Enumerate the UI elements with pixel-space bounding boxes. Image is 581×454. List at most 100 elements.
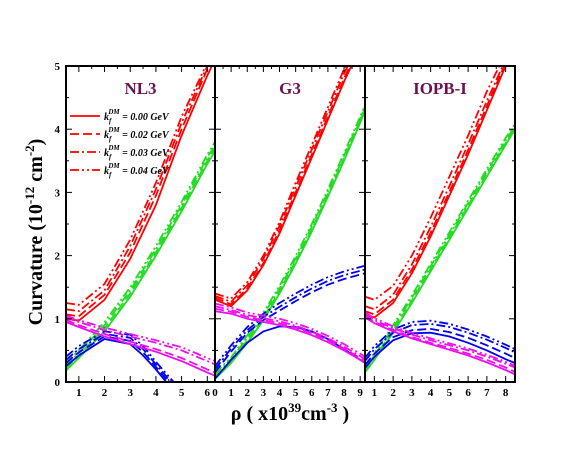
- panel-series-group: [66, 66, 215, 382]
- panel-title: NL3: [124, 79, 156, 98]
- legend-k: k: [104, 166, 109, 177]
- series-line-magenta-solid: [215, 310, 365, 364]
- legend-value: = 0.04 GeV: [120, 166, 170, 177]
- series-line-red-dashdotdot: [215, 66, 347, 300]
- panel-title: G3: [279, 79, 301, 98]
- panel-1: 0 1 2 3 4 5 6 7 8 9 G3: [212, 65, 366, 399]
- series-line-green-dashed: [66, 147, 215, 369]
- series-line-green-dashdotdot: [365, 123, 515, 367]
- x-axis-title-unit: cm: [301, 403, 327, 425]
- panel-series-group: [215, 66, 365, 380]
- series-line-magenta-dashed: [66, 319, 215, 374]
- legend-entry-label: kfDM = 0.04 GeV: [104, 162, 170, 179]
- series-line-red-solid: [215, 66, 353, 308]
- series-line-green-dashdot: [215, 106, 365, 376]
- x-axis-title-exp: 39: [288, 400, 302, 415]
- series-line-red-solid: [66, 66, 213, 322]
- x-tick-label: 1: [76, 387, 82, 399]
- series-line-magenta-dashdot: [66, 316, 215, 366]
- x-tick-label: 2: [245, 387, 251, 399]
- series-line-green-dashed: [365, 127, 515, 372]
- series-line-red-dashdotdot: [66, 66, 207, 306]
- legend-sub: f: [109, 171, 112, 179]
- series-line-magenta-dashdotdot: [66, 314, 215, 362]
- y-axis-title-unit-exp: -2: [22, 145, 37, 156]
- x-tick-label: 0: [212, 387, 218, 399]
- x-tick-label: 3: [127, 387, 133, 399]
- series-line-magenta-dashdotdot: [215, 302, 365, 358]
- x-tick-label: 6: [205, 387, 211, 399]
- series-line-blue-dashdotdot: [365, 319, 515, 359]
- legend-entry-label: kfDM = 0.03 GeV: [104, 144, 170, 161]
- y-axis-title: Curvature (10-12 cm-2): [22, 139, 47, 326]
- legend-k: k: [104, 148, 109, 159]
- x-tick-label: 3: [261, 387, 267, 399]
- panel-title: IOPB-I: [413, 79, 467, 98]
- legend-value: = 0.03 GeV: [120, 148, 170, 159]
- series-line-red-dashdot: [215, 66, 349, 303]
- series-line-magenta-dashdot: [365, 313, 515, 369]
- legend-entry-label: kfDM = 0.00 GeV: [104, 108, 170, 125]
- y-tick-label: 4: [55, 124, 61, 136]
- x-tick-label: 9: [357, 387, 363, 399]
- series-line-magenta-dashdot: [215, 305, 365, 360]
- series-line-red-dashdotdot: [365, 66, 501, 301]
- x-tick-label: 1: [372, 387, 378, 399]
- series-line-red-dashdot: [66, 66, 209, 313]
- y-tick-label: 1: [55, 314, 61, 326]
- panel-frame: [214, 65, 366, 383]
- series-line-magenta-solid: [66, 321, 215, 377]
- x-axis-title-unit-exp: -3: [327, 400, 338, 415]
- y-tick-label: 0: [55, 377, 61, 389]
- legend-value: = 0.00 GeV: [120, 112, 170, 123]
- x-axis-title: ρ ( x1039cm-3 ): [231, 400, 349, 425]
- series-line-red-dashed: [66, 66, 212, 318]
- series-line-blue-dashdot: [66, 333, 173, 382]
- legend-sub: f: [109, 135, 112, 143]
- x-tick-label: 4: [277, 387, 283, 399]
- legend-sup: DM: [107, 108, 120, 116]
- series-line-red-dashed: [365, 66, 506, 316]
- series-line-green-dashdot: [365, 125, 515, 369]
- legend-k: k: [104, 112, 109, 123]
- legend-entry-label: kfDM = 0.02 GeV: [104, 126, 170, 143]
- series-line-magenta-dashed: [365, 315, 515, 373]
- y-axis-title-unit: cm: [25, 156, 47, 187]
- x-tick-label: 8: [503, 387, 509, 399]
- series-line-blue-dashdot: [365, 322, 515, 362]
- series-line-green-dashdotdot: [215, 104, 365, 374]
- x-tick-label: 6: [465, 387, 471, 399]
- series-line-magenta-solid: [365, 316, 515, 376]
- x-tick-label: 8: [341, 387, 347, 399]
- series-line-red-dashed: [215, 66, 351, 306]
- x-tick-label: 5: [179, 387, 185, 399]
- series-line-blue-dashed: [365, 327, 515, 366]
- series-line-red-dashdot: [365, 66, 504, 311]
- y-tick-label: 3: [55, 187, 61, 199]
- y-axis-title-close: ): [25, 139, 47, 146]
- y-axis-title-main: Curvature (10: [25, 204, 47, 325]
- x-tick-label: 6: [309, 387, 315, 399]
- series-line-magenta-dashdotdot: [365, 311, 515, 367]
- legend-k: k: [104, 130, 109, 141]
- series-line-green-dashed: [215, 107, 365, 378]
- x-tick-label: 5: [293, 387, 299, 399]
- x-tick-label: 7: [325, 387, 331, 399]
- panel-0: 1 2 3 4 5 6 NL3: [65, 65, 216, 399]
- legend-sup: DM: [107, 162, 120, 170]
- series-line-blue-solid: [365, 331, 515, 369]
- legend-value: = 0.02 GeV: [120, 130, 170, 141]
- x-axis-title-close: ): [338, 403, 350, 425]
- series-line-blue-dashdot: [215, 268, 365, 370]
- y-tick-label: 5: [55, 61, 61, 73]
- legend-sup: DM: [107, 126, 120, 134]
- series-line-blue-dashed: [215, 272, 365, 374]
- x-tick-label: 2: [390, 387, 396, 399]
- x-tick-label: 4: [153, 387, 159, 399]
- legend-sup: DM: [107, 144, 120, 152]
- x-tick-label: 5: [447, 387, 453, 399]
